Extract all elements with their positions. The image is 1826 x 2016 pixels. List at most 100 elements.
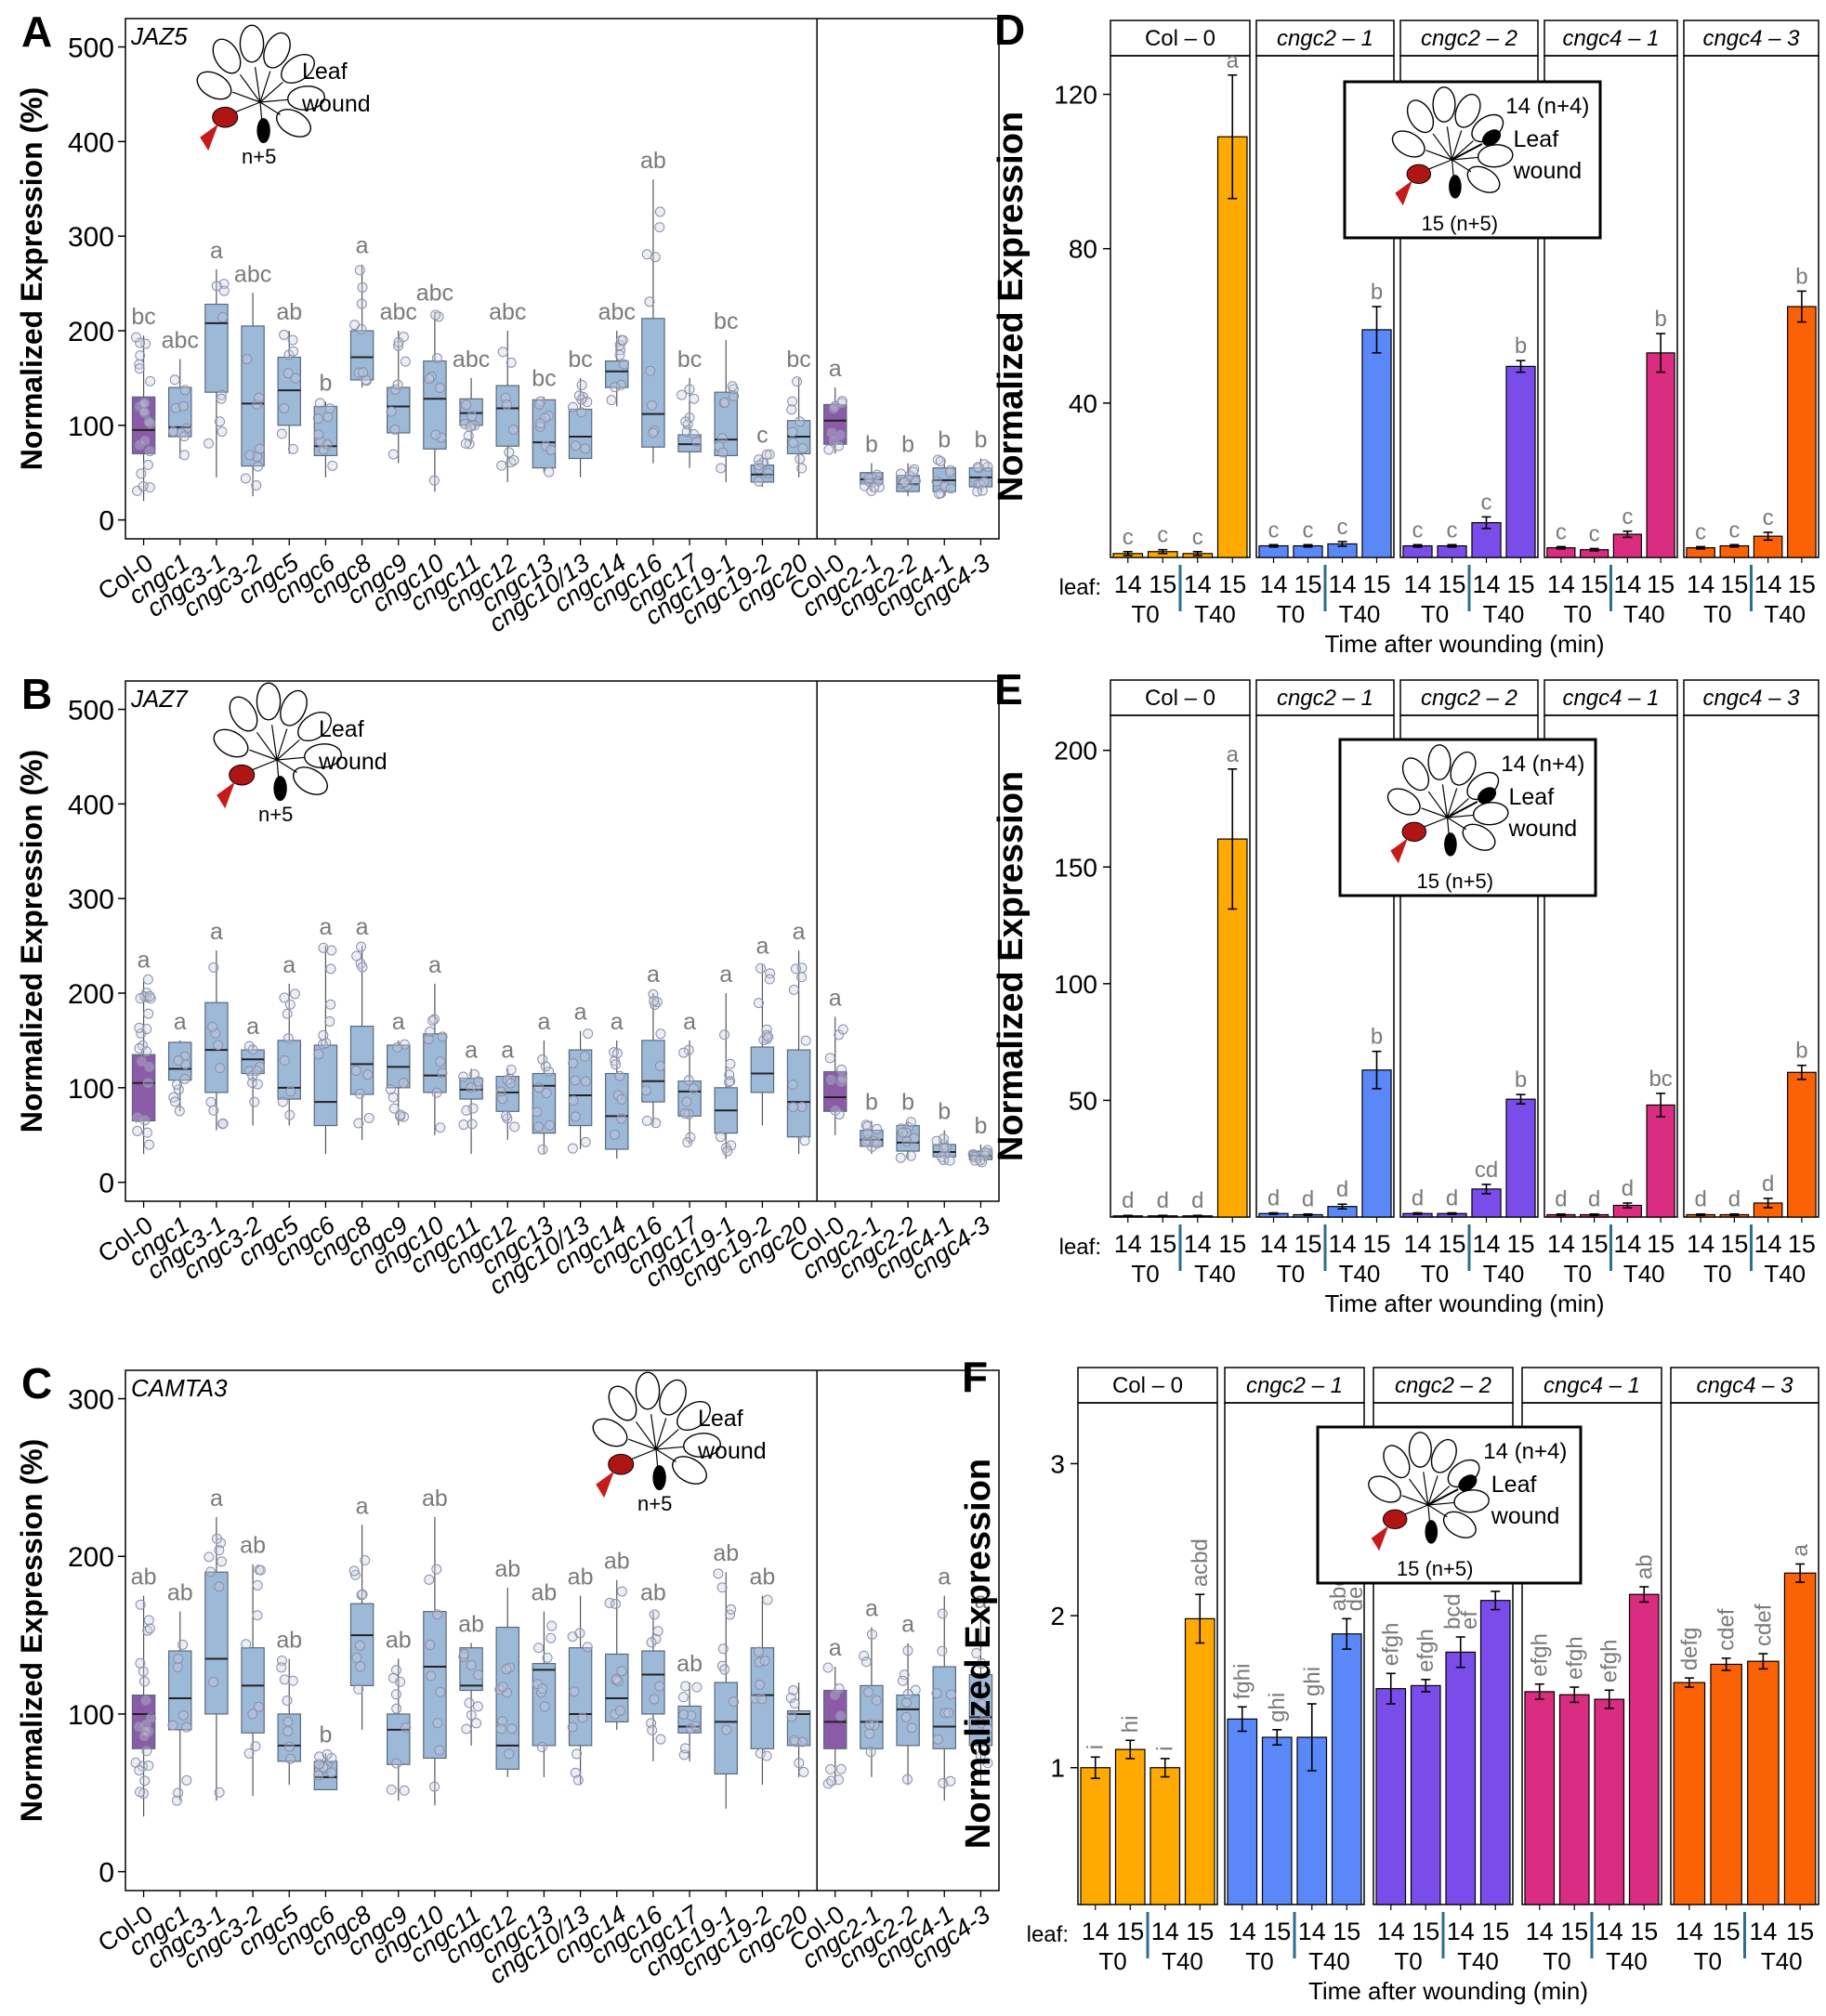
data-point	[800, 1035, 811, 1046]
time-label: T40	[1764, 1260, 1806, 1288]
data-point	[900, 1127, 912, 1138]
rosette-leaf-icon	[256, 682, 282, 721]
data-point	[138, 1666, 149, 1677]
data-point	[834, 440, 845, 452]
data-point	[290, 373, 301, 384]
y-tick-label: 0	[99, 1169, 114, 1199]
data-point	[171, 1795, 182, 1806]
data-point	[247, 1708, 258, 1720]
data-point	[967, 1149, 979, 1160]
data-point	[204, 438, 215, 449]
data-point	[250, 1741, 261, 1752]
data-point	[178, 431, 190, 442]
data-point	[242, 354, 253, 365]
x-tick-label: 15	[1263, 1918, 1291, 1945]
data-point	[139, 435, 151, 446]
x-tick-label: 14	[1526, 1918, 1554, 1945]
significance-letter: b	[938, 1099, 951, 1125]
data-point	[139, 1775, 151, 1787]
data-point	[536, 1742, 547, 1753]
data-point	[610, 1129, 621, 1140]
data-point	[611, 1673, 622, 1684]
data-point	[899, 1669, 910, 1681]
rosette-petiole-icon	[259, 71, 271, 103]
y-axis-label: Normalized Expression	[959, 1459, 998, 1849]
y-tick-label: 200	[1054, 737, 1097, 766]
x-tick-label: 15	[1720, 570, 1748, 598]
rosette-petiole-icon	[1404, 1504, 1429, 1515]
significance-letter: a	[174, 1009, 187, 1035]
data-point	[755, 1679, 766, 1690]
x-tick-label: 14	[1613, 1230, 1641, 1258]
time-label: T40	[1194, 1260, 1236, 1288]
significance-letter: abc	[598, 299, 636, 325]
rosette-petiole-icon	[234, 101, 261, 113]
data-point	[497, 1682, 508, 1693]
significance-letter: d	[1191, 1188, 1203, 1213]
x-tick-label: 15	[1116, 1918, 1144, 1945]
data-point	[429, 1781, 440, 1792]
significance-letter: bc	[568, 347, 592, 373]
panel-D: D Normalized Expression 40 80 120 leaf: Col – …	[992, 6, 1819, 658]
significance-letter: ab	[422, 1486, 448, 1512]
rosette-petiole-icon	[1446, 788, 1458, 818]
panel-letter: C	[21, 1359, 52, 1407]
data-point	[356, 298, 367, 309]
wound-arrow-icon	[200, 124, 218, 151]
significance-letter: ab	[568, 1564, 594, 1591]
x-tick-label: 15	[1412, 1918, 1439, 1945]
data-point	[393, 340, 404, 351]
rosette-leaf-icon	[1462, 823, 1496, 851]
time-label: T40	[1457, 1947, 1499, 1975]
leaf-wound-inset: Leaf wound n+5	[196, 24, 371, 168]
rosette-petiole-icon	[1452, 156, 1478, 161]
data-point	[143, 416, 154, 427]
x-tick-label: 15	[1186, 1918, 1214, 1945]
rosette-petiole-icon	[1451, 159, 1454, 177]
box-iqr	[423, 1611, 447, 1760]
data-point	[897, 1675, 908, 1686]
rosette-leaf-icon	[677, 1400, 711, 1432]
data-point	[654, 1681, 665, 1692]
bar	[1080, 1767, 1111, 1905]
data-point	[432, 1718, 443, 1729]
box-iqr	[349, 1026, 374, 1095]
data-point	[719, 1029, 730, 1041]
data-point	[135, 1599, 146, 1610]
data-point	[937, 1608, 948, 1619]
inset-label: Leaf	[302, 59, 348, 85]
x-tick-label: 14	[1114, 570, 1142, 598]
significance-letter: a	[501, 1037, 514, 1063]
significance-letter: a	[210, 1486, 223, 1512]
significance-letter: a	[829, 356, 842, 382]
box-iqr	[277, 1713, 301, 1762]
data-point	[795, 416, 806, 427]
rosette-leaf-icon	[1430, 1438, 1457, 1473]
rosette-leaf-icon	[263, 32, 291, 69]
bar	[1783, 1572, 1817, 1905]
data-point	[215, 1063, 226, 1074]
data-point	[243, 1748, 255, 1759]
bar	[1594, 1698, 1625, 1905]
data-point	[568, 401, 579, 412]
significance-letter: c	[1303, 517, 1314, 543]
inset-label: n+5	[242, 145, 276, 168]
data-point	[901, 1136, 913, 1147]
significance-letter: bc	[786, 347, 810, 373]
leaf-label: leaf:	[1059, 1235, 1101, 1260]
rosette-petiole-icon	[276, 759, 297, 774]
data-point	[253, 461, 264, 472]
box-iqr	[277, 356, 301, 426]
x-tick-label: 14	[1687, 1230, 1714, 1258]
gene-label: JAZ7	[130, 685, 189, 713]
time-label: T40	[1339, 1260, 1381, 1288]
data-point	[254, 1701, 265, 1712]
significance-letter: a	[755, 933, 768, 959]
data-point	[144, 1139, 155, 1150]
significance-letter: d	[1157, 1188, 1169, 1213]
data-point	[464, 439, 475, 450]
data-point	[567, 1721, 578, 1733]
data-point	[650, 252, 661, 263]
rosette-leaf-icon	[1453, 1489, 1490, 1513]
